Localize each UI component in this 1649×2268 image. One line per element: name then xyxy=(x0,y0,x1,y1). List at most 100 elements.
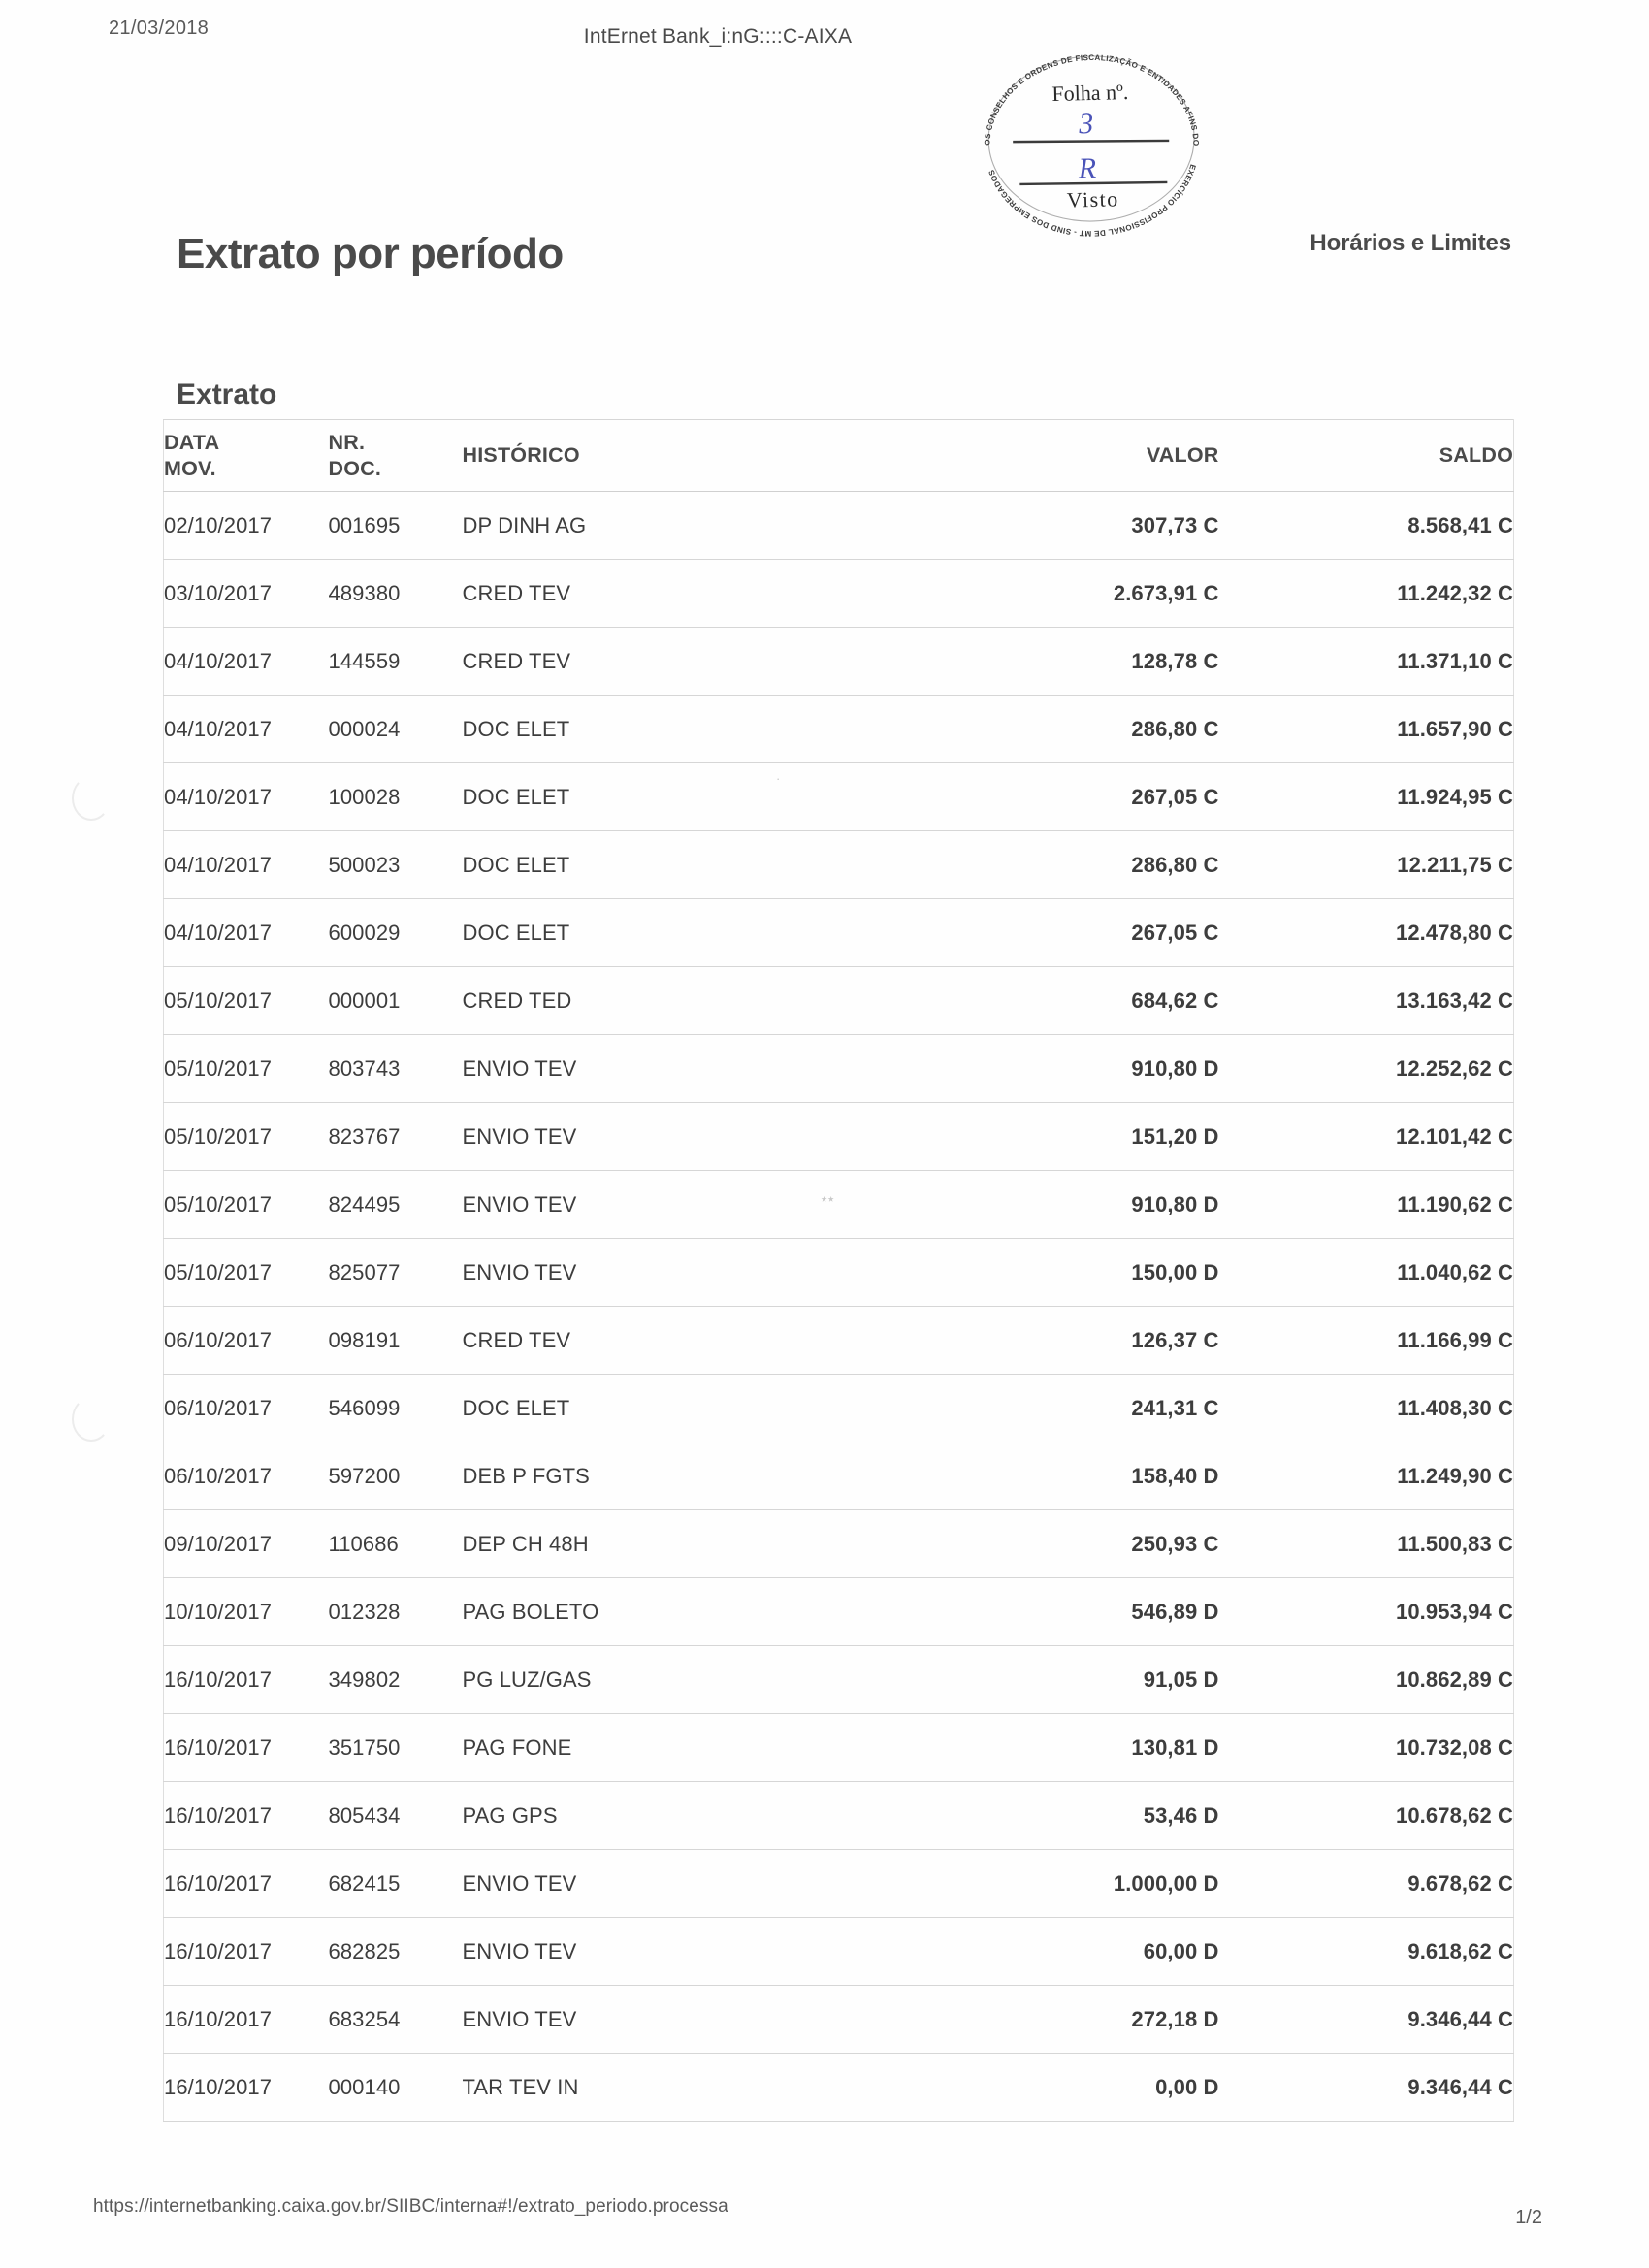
cell-historico: PAG BOLETO xyxy=(462,1577,928,1646)
table-row: 04/10/2017 144559 CRED TEV 128,78 C 11.371,1… xyxy=(163,627,1514,696)
cell-data-mov: 16/10/2017 xyxy=(163,1917,329,1986)
hole-punch-mark xyxy=(72,1397,111,1442)
column-header-historico: HISTÓRICO xyxy=(462,419,928,492)
table-row: 05/10/2017 823767 ENVIO TEV 151,20 D 12.101,… xyxy=(163,1102,1514,1171)
cell-nr-doc: 110686 xyxy=(328,1509,463,1578)
cell-nr-doc: 683254 xyxy=(328,1985,463,2054)
cell-historico: CRED TEV xyxy=(462,1306,928,1375)
cell-nr-doc: 546099 xyxy=(328,1374,463,1442)
cell-nr-doc: 351750 xyxy=(328,1713,463,1782)
cell-saldo: 9.678,62 C xyxy=(1218,1849,1514,1918)
cell-historico: ENVIO TEV xyxy=(462,1917,928,1986)
cell-saldo: 8.568,41 C xyxy=(1218,491,1514,560)
cell-valor: 158,40 D xyxy=(927,1442,1219,1510)
cell-saldo: 11.657,90 C xyxy=(1218,695,1514,763)
column-header-doc-line1: NR. xyxy=(328,430,366,454)
cell-nr-doc: 825077 xyxy=(328,1238,463,1307)
table-row: 04/10/2017 100028 DOC ELET 267,05 C 11.924,9… xyxy=(163,762,1514,831)
table-row: 04/10/2017 000024 DOC ELET 286,80 C 11.657,9… xyxy=(163,695,1514,763)
cell-saldo: 12.478,80 C xyxy=(1218,898,1514,967)
cell-historico: DOC ELET xyxy=(462,830,928,899)
table-row: 16/10/2017 351750 PAG FONE 130,81 D 10.732,0… xyxy=(163,1713,1514,1782)
cell-valor: 267,05 C xyxy=(927,762,1219,831)
cell-valor: 267,05 C xyxy=(927,898,1219,967)
cell-saldo: 10.678,62 C xyxy=(1218,1781,1514,1850)
table-row: 04/10/2017 500023 DOC ELET 286,80 C 12.211,7… xyxy=(163,830,1514,899)
cell-data-mov: 02/10/2017 xyxy=(163,491,329,560)
cell-valor: 307,73 C xyxy=(927,491,1219,560)
cell-data-mov: 04/10/2017 xyxy=(163,695,329,763)
cell-historico: DOC ELET xyxy=(462,695,928,763)
cell-saldo: 13.163,42 C xyxy=(1218,966,1514,1035)
cell-valor: 0,00 D xyxy=(927,2053,1219,2122)
cell-saldo: 10.732,08 C xyxy=(1218,1713,1514,1782)
extrato-table: DATA MOV. NR. DOC. HISTÓRICO VALOR SALDO xyxy=(163,419,1514,2122)
table-row: 02/10/2017 001695 DP DINH AG 307,73 C 8.568,… xyxy=(163,491,1514,560)
stamp-visto-label: Visto xyxy=(1067,186,1119,211)
table-body: 02/10/2017 001695 DP DINH AG 307,73 C 8.568,… xyxy=(163,491,1514,2122)
table-row: 05/10/2017 000001 CRED TED 684,62 C 13.163,4… xyxy=(163,966,1514,1035)
column-header-saldo: SALDO xyxy=(1218,419,1514,492)
stamp-folha-label: Folha nº. xyxy=(1051,80,1129,106)
cell-historico: ENVIO TEV xyxy=(462,1170,928,1239)
table-row: 04/10/2017 600029 DOC ELET 267,05 C 12.478,8… xyxy=(163,898,1514,967)
cell-historico: DEP CH 48H xyxy=(462,1509,928,1578)
table-row: 06/10/2017 546099 DOC ELET 241,31 C 11.408,3… xyxy=(163,1374,1514,1442)
table-row: 06/10/2017 098191 CRED TEV 126,37 C 11.166,9… xyxy=(163,1306,1514,1375)
cell-nr-doc: 597200 xyxy=(328,1442,463,1510)
cell-historico: PG LUZ/GAS xyxy=(462,1645,928,1714)
cell-historico: CRED TEV xyxy=(462,559,928,628)
cell-data-mov: 04/10/2017 xyxy=(163,762,329,831)
cell-valor: 250,93 C xyxy=(927,1509,1219,1578)
cell-data-mov: 05/10/2017 xyxy=(163,966,329,1035)
cell-valor: 286,80 C xyxy=(927,695,1219,763)
cell-valor: 130,81 D xyxy=(927,1713,1219,1782)
column-header-data-mov: DATA MOV. xyxy=(163,419,329,492)
page-title: Extrato por período xyxy=(177,230,564,278)
table-row: 10/10/2017 012328 PAG BOLETO 546,89 D 10.953… xyxy=(163,1577,1514,1646)
hole-punch-mark xyxy=(72,776,111,821)
cell-data-mov: 05/10/2017 xyxy=(163,1102,329,1171)
cell-nr-doc: 823767 xyxy=(328,1102,463,1171)
cell-historico: DOC ELET xyxy=(462,898,928,967)
cell-data-mov: 04/10/2017 xyxy=(163,898,329,967)
table-row: 16/10/2017 805434 PAG GPS 53,46 D 10.678,62 … xyxy=(163,1781,1514,1850)
table-header-row: DATA MOV. NR. DOC. HISTÓRICO VALOR SALDO xyxy=(163,419,1514,492)
cell-historico: CRED TED xyxy=(462,966,928,1035)
cell-saldo: 11.371,10 C xyxy=(1218,627,1514,696)
cell-data-mov: 06/10/2017 xyxy=(163,1374,329,1442)
horarios-e-limites-link[interactable]: Horários e Limites xyxy=(1310,230,1511,256)
cell-nr-doc: 824495 xyxy=(328,1170,463,1239)
column-header-doc-line2: DOC. xyxy=(328,456,382,480)
cell-valor: 910,80 D xyxy=(927,1034,1219,1103)
stamp-visto-value: R xyxy=(1077,152,1096,184)
cell-valor: 91,05 D xyxy=(927,1645,1219,1714)
cell-valor: 126,37 C xyxy=(927,1306,1219,1375)
cell-data-mov: 09/10/2017 xyxy=(163,1509,329,1578)
cell-valor: 150,00 D xyxy=(927,1238,1219,1307)
cell-valor: 60,00 D xyxy=(927,1917,1219,1986)
cell-saldo: 11.249,90 C xyxy=(1218,1442,1514,1510)
cell-nr-doc: 600029 xyxy=(328,898,463,967)
cell-nr-doc: 805434 xyxy=(328,1781,463,1850)
table-row: 16/10/2017 349802 PG LUZ/GAS 91,05 D 10.862,… xyxy=(163,1645,1514,1714)
cell-valor: 53,46 D xyxy=(927,1781,1219,1850)
cell-historico: DEB P FGTS xyxy=(462,1442,928,1510)
cell-data-mov: 16/10/2017 xyxy=(163,2053,329,2122)
footer-page-number: 1/2 xyxy=(1515,2207,1542,2228)
cell-valor: 286,80 C xyxy=(927,830,1219,899)
cell-historico: CRED TEV xyxy=(462,627,928,696)
cell-valor: 684,62 C xyxy=(927,966,1219,1035)
cell-saldo: 12.101,42 C xyxy=(1218,1102,1514,1171)
cell-valor: 272,18 D xyxy=(927,1985,1219,2054)
column-header-valor: VALOR xyxy=(927,419,1219,492)
cell-valor: 910,80 D xyxy=(927,1170,1219,1239)
cell-historico: DOC ELET xyxy=(462,1374,928,1442)
cell-nr-doc: 489380 xyxy=(328,559,463,628)
footer-url: https://internetbanking.caixa.gov.br/SII… xyxy=(93,2196,728,2217)
cell-data-mov: 03/10/2017 xyxy=(163,559,329,628)
column-header-data-line1: DATA xyxy=(164,430,220,454)
cell-historico: PAG GPS xyxy=(462,1781,928,1850)
cell-nr-doc: 012328 xyxy=(328,1577,463,1646)
